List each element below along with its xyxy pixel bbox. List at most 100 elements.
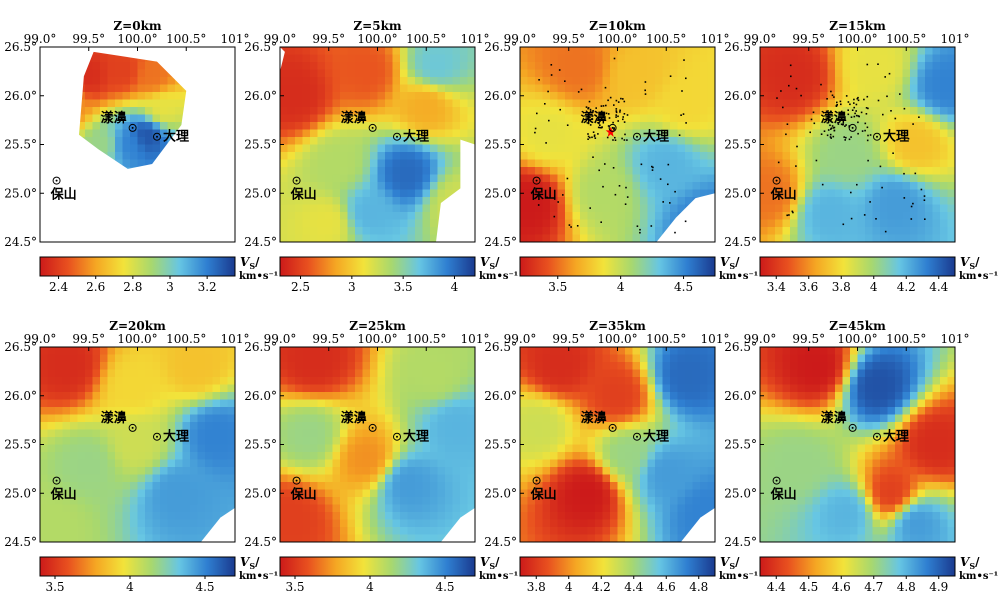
heatmap-cell: [677, 114, 686, 123]
heatmap-cell: [580, 497, 589, 506]
heatmap-cell: [467, 422, 475, 431]
heatmap-cell: [77, 392, 86, 401]
heatmap-cell: [205, 354, 214, 363]
heatmap-cell: [227, 354, 235, 363]
heatmap-cell: [917, 47, 926, 56]
heatmap-cell: [452, 122, 461, 131]
heatmap-cell: [430, 174, 439, 183]
heatmap-cell: [610, 369, 619, 378]
heatmap-cell: [520, 377, 529, 386]
heatmap-cell: [332, 234, 341, 242]
heatmap-cell: [602, 534, 611, 542]
heatmap-cell: [340, 234, 349, 242]
heatmap-cell: [107, 512, 116, 521]
heatmap-cell: [137, 159, 146, 168]
heatmap-cell: [145, 444, 154, 453]
heatmap-cell: [295, 152, 304, 161]
heatmap-cell: [452, 482, 461, 491]
heatmap-cell: [212, 489, 221, 498]
heatmap-cell: [62, 429, 71, 438]
heatmap-cell: [197, 459, 206, 468]
heatmap-cell: [542, 129, 551, 138]
heatmap-cell: [895, 69, 904, 78]
heatmap-cell: [595, 159, 604, 168]
heatmap-cell: [527, 377, 536, 386]
heatmap-cell: [617, 174, 626, 183]
lon-tick-label: 101°: [941, 32, 970, 46]
colorbar-tick-label: 4.5: [195, 580, 214, 594]
heatmap-cell: [640, 77, 649, 86]
heatmap-cell: [527, 159, 536, 168]
heatmap-cell: [677, 107, 686, 116]
heatmap-cell: [595, 174, 604, 183]
heatmap-cell: [797, 47, 806, 56]
heatmap-cell: [355, 384, 364, 393]
heatmap-cell: [925, 174, 934, 183]
heatmap-cell: [535, 459, 544, 468]
heatmap-cell: [220, 347, 229, 356]
heatmap-cell: [302, 212, 311, 221]
heatmap-cell: [527, 512, 536, 521]
heatmap-cell: [520, 47, 529, 56]
heatmap-cell: [385, 489, 394, 498]
heatmap-cell: [415, 354, 424, 363]
heatmap-cell: [895, 129, 904, 138]
heatmap-cell: [392, 354, 401, 363]
heatmap-cell: [557, 204, 566, 213]
heatmap-cell: [40, 369, 49, 378]
heatmap-cell: [610, 212, 619, 221]
heatmap-cell: [550, 189, 559, 198]
colorbar-tick-label: 4: [617, 280, 625, 294]
heatmap-cell: [835, 47, 844, 56]
heatmap-cell: [445, 189, 454, 198]
heatmap-cell: [535, 99, 544, 108]
heatmap-cell: [287, 444, 296, 453]
heatmap-cell: [625, 452, 634, 461]
heatmap-cell: [287, 377, 296, 386]
quake-dot: [777, 161, 780, 164]
heatmap-cell: [430, 92, 439, 101]
heatmap-cell: [287, 159, 296, 168]
heatmap-cell: [227, 369, 235, 378]
heatmap-cell: [445, 159, 454, 168]
heatmap-cell: [632, 159, 641, 168]
city-marker: [153, 432, 161, 441]
heatmap-cell: [107, 354, 116, 363]
heatmap-cell: [227, 474, 235, 483]
heatmap-cell: [302, 384, 311, 393]
heatmap-cell: [107, 107, 116, 116]
heatmap-cell: [835, 144, 844, 153]
heatmap-cell: [685, 84, 694, 93]
heatmap-cell: [167, 444, 176, 453]
heatmap-cell: [62, 354, 71, 363]
heatmap-cell: [340, 392, 349, 401]
heatmap-cell: [557, 392, 566, 401]
heatmap-cell: [355, 107, 364, 116]
heatmap-cell: [407, 92, 416, 101]
heatmap-cell: [632, 62, 641, 71]
quake-dot: [843, 136, 845, 138]
heatmap-cell: [880, 204, 889, 213]
heatmap-cell: [197, 512, 206, 521]
heatmap-cell: [332, 459, 341, 468]
heatmap-cell: [385, 174, 394, 183]
heatmap-cell: [880, 47, 889, 56]
heatmap-cell: [295, 369, 304, 378]
heatmap-cell: [107, 129, 116, 138]
heatmap-cell: [527, 369, 536, 378]
heatmap-cell: [415, 174, 424, 183]
heatmap-cell: [527, 482, 536, 491]
heatmap-cell: [422, 174, 431, 183]
quake-dot: [850, 217, 853, 220]
heatmap-cell: [775, 182, 784, 191]
heatmap-cell: [812, 152, 821, 161]
heatmap-cell: [392, 227, 401, 236]
heatmap-cell: [520, 189, 529, 198]
heatmap-cell: [220, 504, 229, 513]
heatmap-cell: [62, 489, 71, 498]
heatmap-cell: [760, 174, 769, 183]
heatmap-cell: [100, 77, 109, 86]
heatmap-cell: [332, 527, 341, 536]
heatmap-cell: [400, 129, 409, 138]
heatmap-cell: [287, 362, 296, 371]
